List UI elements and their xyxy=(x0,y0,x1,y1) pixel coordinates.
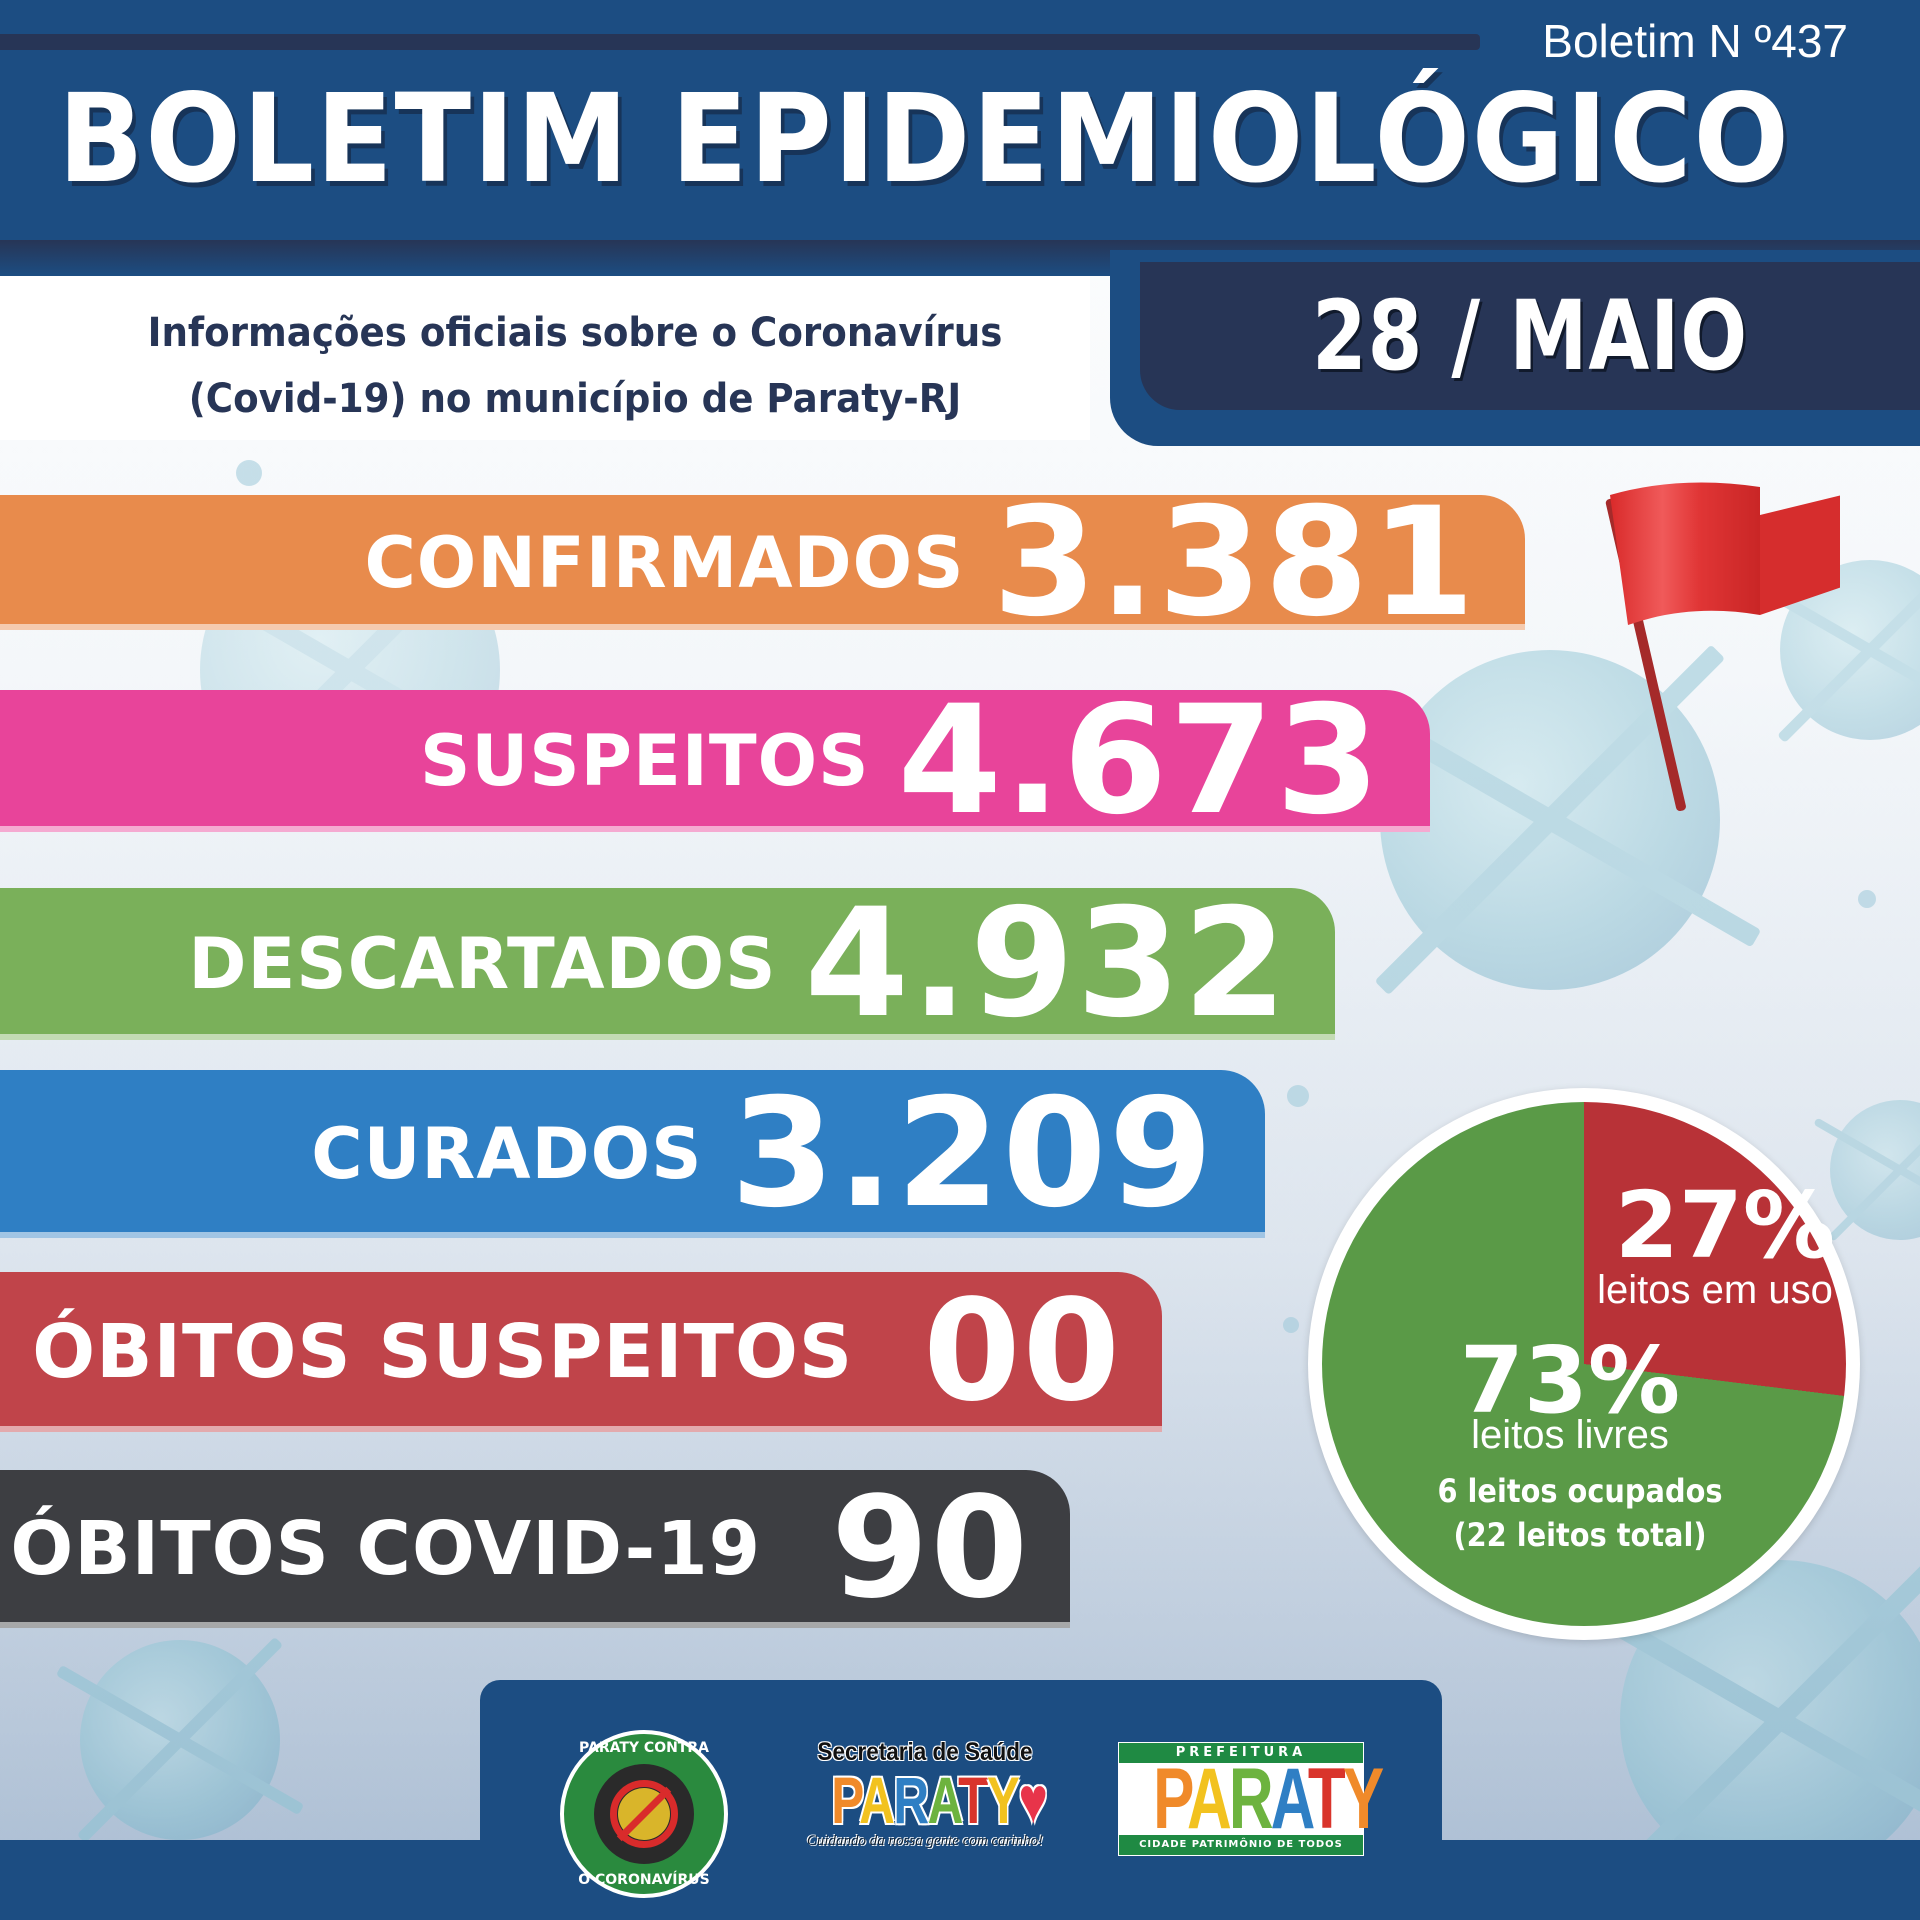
subtitle-line-2: (Covid-19) no município de Paraty-RJ xyxy=(188,376,962,422)
prefeitura-paraty-logo: PREFEITURA PARATY CIDADE PATRIMÔNIO DE T… xyxy=(1118,1742,1384,1856)
stat-label: DESCARTADOS xyxy=(188,923,777,1005)
virus-particle xyxy=(236,460,262,486)
stat-bar-descartados: DESCARTADOS 4.932 xyxy=(0,888,1335,1040)
beds-total-count: (22 leitos total) xyxy=(1453,1516,1707,1554)
stat-label: CURADOS xyxy=(311,1113,703,1195)
stat-label: CONFIRMADOS xyxy=(364,521,965,604)
beds-in-use-label: leitos em uso xyxy=(1597,1268,1833,1312)
page-title: BOLETIM EPIDEMIOLÓGICO xyxy=(58,68,1791,210)
prohibited-icon xyxy=(610,1780,678,1848)
paraty-contra-coronavirus-logo: PARATY CONTRA O CORONAVÍRUS xyxy=(560,1730,728,1898)
logo-saude-tagline: Cuidando da nossa gente com carinho! xyxy=(806,1833,1044,1849)
beds-free-label: leitos livres xyxy=(1471,1413,1669,1457)
logo-pref-slogan: CIDADE PATRIMÔNIO DE TODOS xyxy=(1119,1835,1363,1855)
logo-saude-title: Secretaria de Saúde xyxy=(817,1738,1033,1766)
stat-bar-curados: CURADOS 3.209 xyxy=(0,1070,1265,1238)
stat-value: 00 xyxy=(923,1270,1122,1433)
secretaria-saude-logo: Secretaria de Saúde PARATY♥ Cuidando da … xyxy=(800,1738,1050,1866)
stat-bar-obitos-suspeitos: ÓBITOS SUSPEITOS 00 xyxy=(0,1272,1162,1432)
logo-ring-text-top: PARATY CONTRA xyxy=(579,1740,709,1756)
virus-particle xyxy=(1283,1317,1299,1333)
bulletin-date: 28 / MAIO xyxy=(1312,280,1748,392)
red-flag-icon xyxy=(1610,482,1840,625)
stat-value: 4.673 xyxy=(897,674,1382,848)
stat-value: 3.209 xyxy=(730,1067,1215,1241)
beds-in-use-percent: 27% xyxy=(1614,1172,1836,1279)
stat-label: ÓBITOS SUSPEITOS xyxy=(32,1309,854,1395)
heart-cross-icon: ♥ xyxy=(1018,1763,1047,1837)
logo-saude-word: PARATY♥ xyxy=(831,1763,1048,1837)
subtitle-panel xyxy=(0,276,1090,440)
header-stripe xyxy=(0,34,1480,50)
beds-free-percent: 73% xyxy=(1459,1327,1681,1434)
beds-pie-chart xyxy=(1322,1102,1846,1626)
stat-value: 90 xyxy=(831,1467,1030,1630)
logo-pref-title: PREFEITURA xyxy=(1119,1743,1363,1763)
stat-label: SUSPEITOS xyxy=(420,720,870,802)
virus-decoration xyxy=(80,1640,280,1840)
virus-particle xyxy=(1287,1085,1309,1107)
stat-value: 4.932 xyxy=(804,877,1289,1051)
stat-bar-obitos-covid: ÓBITOS COVID-19 90 xyxy=(0,1470,1070,1628)
stat-label: ÓBITOS COVID-19 xyxy=(10,1506,762,1592)
logo-ring-text-bottom: O CORONAVÍRUS xyxy=(578,1872,710,1888)
bulletin-number: Boletim N º437 xyxy=(1542,15,1848,67)
date-box xyxy=(1140,262,1920,410)
virus-decoration xyxy=(1380,650,1720,990)
stat-value: 3.381 xyxy=(992,475,1477,650)
logo-center xyxy=(594,1764,694,1864)
subtitle: Informações oficiais sobre o Coronavírus… xyxy=(96,300,1054,432)
stat-bar-confirmados: CONFIRMADOS 3.381 xyxy=(0,488,1525,638)
subtitle-line-1: Informações oficiais sobre o Coronavírus xyxy=(147,310,1003,356)
beds-occupied-count: 6 leitos ocupados xyxy=(1437,1472,1723,1510)
logo-pref-word: PARATY xyxy=(1153,1751,1384,1847)
virus-particle xyxy=(1858,890,1876,908)
stat-bar-suspeitos: SUSPEITOS 4.673 xyxy=(0,686,1430,836)
